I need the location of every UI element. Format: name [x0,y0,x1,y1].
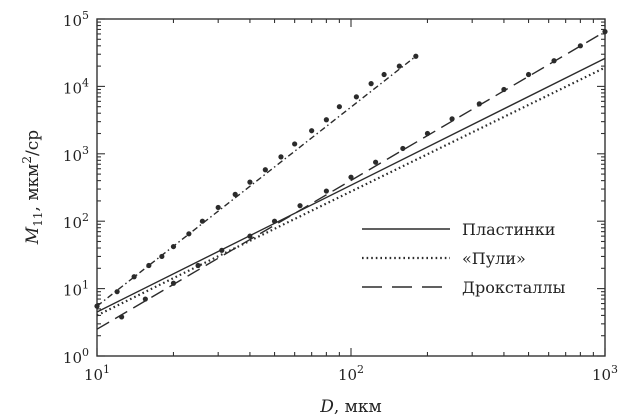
data-point [247,179,253,185]
legend-label: Пластинки [462,220,555,239]
y-tick-label: 101 [63,279,89,300]
series-3 [96,29,608,330]
data-point [323,117,329,123]
plot-frame [96,18,606,357]
data-point [262,167,268,173]
data-point [232,191,238,197]
data-point [170,243,177,250]
y-tick-label: 104 [63,76,89,97]
data-point [292,141,298,147]
y-axis-label: M11, мкм2/ср [20,130,45,245]
data-point [186,231,192,237]
data-point [353,94,359,100]
data-point [142,296,148,302]
data-point [323,188,329,194]
data-point [336,104,342,110]
data-point [159,253,165,260]
data-point [348,174,354,180]
data-point [146,262,152,269]
data-point [119,314,125,320]
data-point [271,218,278,224]
x-tick-label: 102 [338,363,364,384]
series-4 [94,53,419,309]
axis-ticks [96,18,606,357]
series-layer [94,29,608,330]
data-point [400,145,406,152]
data-point [309,128,315,134]
data-point [94,303,100,309]
data-point [195,262,201,269]
data-point [199,218,206,224]
y-tick-label: 105 [63,9,89,30]
legend-label: Дроксталлы [462,278,566,297]
data-point [396,63,402,69]
data-point [297,203,303,209]
legend-label: «Пули» [462,249,526,268]
data-point [577,43,583,49]
data-point [551,58,557,64]
data-point [278,154,284,160]
data-point [413,53,419,59]
data-point [219,247,225,253]
data-point [449,116,455,122]
data-point [247,233,253,239]
data-point [602,29,608,35]
data-point [424,130,431,137]
data-point [381,71,387,78]
data-point [215,204,221,211]
x-tick-label: 101 [84,363,110,384]
y-tick-label: 102 [63,211,89,232]
y-tick-label: 103 [63,144,89,165]
y-tick-label: 100 [63,346,89,367]
data-point [114,289,120,295]
data-point [131,274,137,280]
data-point [501,86,507,93]
data-point [476,101,482,107]
data-point [373,159,379,165]
data-point [368,81,374,87]
series-1 [96,57,606,313]
data-point [170,280,177,286]
x-tick-label: 103 [592,363,618,384]
x-axis-label: D, мкм [319,397,382,417]
series-line [96,30,606,330]
data-point [525,71,532,78]
series-line [96,57,606,313]
legend: Пластинки «Пули» Дроксталлы [352,212,592,302]
